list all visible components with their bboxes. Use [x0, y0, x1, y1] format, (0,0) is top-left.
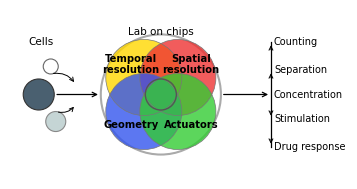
Text: Counting: Counting — [274, 37, 318, 47]
Circle shape — [106, 74, 182, 149]
Text: Actuators: Actuators — [164, 119, 218, 129]
Circle shape — [43, 59, 58, 74]
Text: Geometry: Geometry — [103, 119, 159, 129]
Text: Separation: Separation — [274, 65, 327, 75]
Circle shape — [23, 79, 54, 110]
Text: Temporal
resolution: Temporal resolution — [102, 54, 159, 75]
Circle shape — [46, 112, 66, 132]
Text: Concentration: Concentration — [274, 90, 343, 99]
Circle shape — [140, 74, 216, 149]
Text: Cells: Cells — [29, 37, 54, 47]
Text: Spatial
resolution: Spatial resolution — [162, 54, 220, 75]
Circle shape — [106, 40, 182, 115]
Text: Stimulation: Stimulation — [274, 114, 330, 124]
Text: Lab on chips: Lab on chips — [128, 27, 194, 37]
Circle shape — [140, 40, 216, 115]
Text: Drug response: Drug response — [274, 142, 346, 152]
